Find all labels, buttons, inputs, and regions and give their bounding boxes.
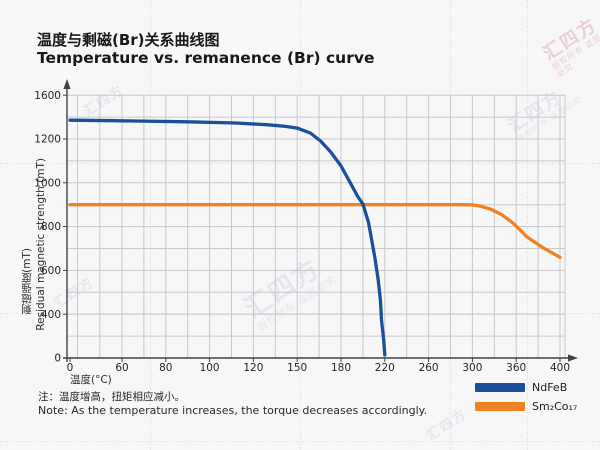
background-grid-line [0, 163, 600, 164]
x-tick-label: 400 [550, 362, 570, 374]
x-tick-label: 100 [200, 362, 220, 374]
chart-legend: NdFeB Sm₂Co₁₇ [475, 381, 577, 419]
x-tick-label: 180 [331, 362, 351, 374]
footnote-en: Note: As the temperature increases, the … [38, 404, 428, 417]
x-tick-label: 120 [243, 362, 263, 374]
y-axis-arrow [63, 79, 71, 89]
legend-item-ndfeb: NdFeB [475, 381, 577, 394]
x-tick-label: 60 [115, 362, 128, 374]
legend-label-sm2co17: Sm₂Co₁₇ [532, 400, 578, 413]
x-tick-label: 150 [287, 362, 307, 374]
legend-label-ndfeb: NdFeB [532, 381, 568, 394]
y-tick-label: 800 [41, 221, 61, 233]
background-grid-line [0, 441, 600, 442]
legend-item-sm2co17: Sm₂Co₁₇ [475, 400, 577, 413]
y-axis-title-en: Residual magnetic strength (mT) [35, 158, 47, 331]
x-axis-arrow [568, 354, 578, 362]
y-axis-title-zh: 剩磁强度(mT) [21, 248, 33, 315]
y-tick-label: 1200 [34, 134, 61, 146]
background-grid-line [527, 0, 528, 450]
x-tick-label: 300 [462, 362, 482, 374]
footnote: 注：温度增高，扭矩相应减小。 Note: As the temperature … [38, 391, 427, 417]
y-tick-label: 0 [54, 353, 61, 365]
background-grid-line [0, 313, 600, 314]
series-line-sm2co17 [68, 203, 562, 259]
x-tick-label: 80 [159, 362, 172, 374]
y-tick-label: 600 [41, 265, 61, 277]
x-tick-label: 220 [375, 362, 395, 374]
series-line-ndfeb [68, 118, 387, 357]
chart-title-zh: 温度与剩磁(Br)关系曲线图 [37, 31, 220, 49]
x-tick-label: 260 [419, 362, 439, 374]
x-tick-label: 360 [506, 362, 526, 374]
footnote-zh: 注：温度增高，扭矩相应减小。 [38, 391, 185, 403]
chart-title-en: Temperature vs. remanence (Br) curve [37, 49, 375, 67]
legend-swatch-ndfeb [475, 383, 525, 392]
legend-swatch-sm2co17 [475, 402, 525, 411]
x-axis-title: 温度(°C) [70, 374, 112, 386]
y-tick-label: 1000 [34, 177, 61, 189]
background-grid-line [300, 0, 301, 450]
y-tick-label: 1600 [34, 90, 61, 102]
y-tick-label: 400 [41, 309, 61, 321]
background-grid-line [150, 0, 151, 450]
x-tick-label: 0 [67, 362, 74, 374]
